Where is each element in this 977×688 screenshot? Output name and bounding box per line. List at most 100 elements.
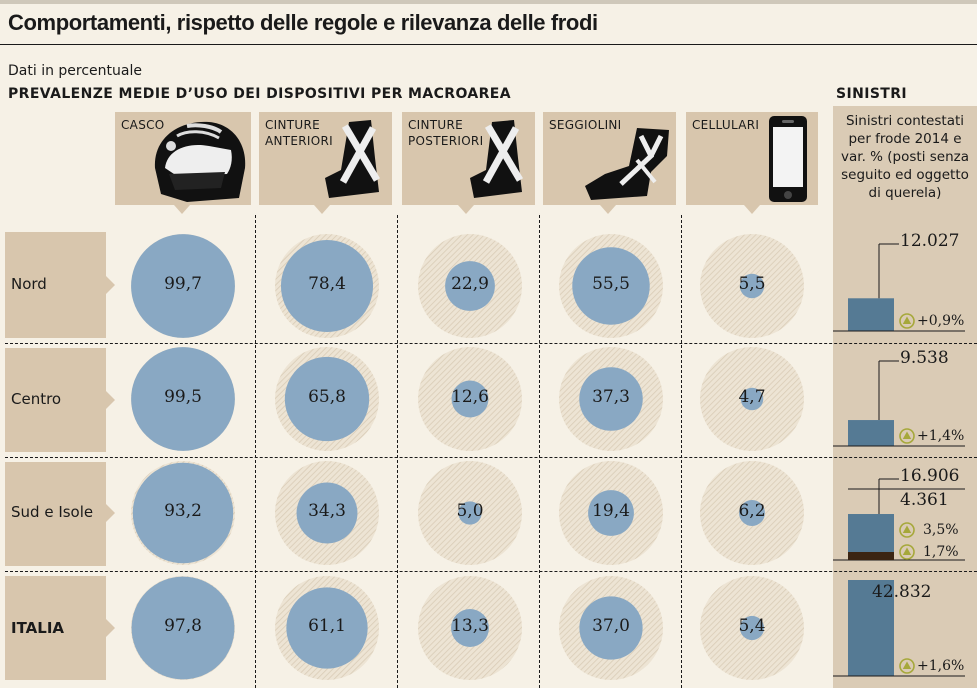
bubble-centro-3 (579, 367, 643, 431)
header-pointer (174, 205, 190, 214)
bubble-value-label: 65,8 (308, 387, 346, 407)
bubble-centro-4 (740, 387, 764, 411)
row-separator (5, 457, 977, 458)
caption-line: var. % (posti senza (841, 149, 969, 165)
column-label: SEGGIOLINI (549, 118, 622, 132)
column-separator (681, 215, 682, 688)
bubble-value-label: 78,4 (308, 274, 346, 294)
sinistri-value-label: 12.027 (900, 231, 960, 251)
helmet-icon (154, 121, 246, 202)
sinistri-bar-centro (848, 420, 894, 446)
bubble-value-label: 37,3 (592, 387, 630, 407)
bubble-value-label: 22,9 (451, 274, 489, 294)
header-pointer (314, 205, 330, 214)
bubble-centro-2 (451, 380, 489, 418)
row-pointer (106, 391, 115, 409)
bubble-italia-2 (451, 609, 489, 647)
sinistri-value-label: 42.832 (872, 582, 932, 602)
bubble-value-label: 5,5 (738, 274, 766, 294)
bubble-centro-1 (284, 356, 370, 442)
column-separator (539, 215, 540, 688)
bubble-value-label: 61,1 (308, 616, 346, 636)
column-separator (255, 215, 256, 688)
bubble-value-label: 99,7 (164, 274, 202, 294)
sinistri-heading: SINISTRI (836, 86, 908, 102)
caption-line: di querela) (868, 185, 942, 201)
bubble-italia-0 (131, 576, 235, 680)
sinistri-value-label: 9.538 (900, 348, 949, 368)
bubble-value-label: 34,3 (308, 501, 346, 521)
row-label-sud-isole: Sud e Isole (5, 462, 106, 566)
mobile-phone-icon (769, 116, 807, 202)
sinistri-value-label: 4.361 (900, 490, 949, 510)
bubble-value-label: 19,4 (592, 501, 630, 521)
increase-triangle-icon (899, 428, 915, 444)
row-pointer (106, 619, 115, 637)
bubble-value-label: 12,6 (451, 387, 489, 407)
bubble-value-label: 13,3 (451, 616, 489, 636)
title-rule (0, 44, 977, 45)
column-header-cinture-anteriori: CINTURE ANTERIORI (259, 112, 392, 205)
sinistri-bar-italia (848, 580, 894, 676)
row-pointer (106, 504, 115, 522)
bubble-sud-e-isole-3 (588, 490, 634, 536)
column-label: CELLULARI (692, 118, 760, 132)
header-pointer (458, 205, 474, 214)
bubble-value-label: 6,2 (738, 501, 766, 521)
subtitle: Dati in percentuale (8, 63, 142, 79)
row-pointer (106, 276, 115, 294)
sinistri-bar-chart (833, 243, 965, 677)
column-header-cellulari: CELLULARI (686, 112, 818, 205)
bubble-value-label: 5,0 (456, 501, 484, 521)
bubble-italia-1 (286, 587, 368, 669)
bubble-value-label: 4,7 (738, 387, 766, 407)
bubble-chart (131, 234, 804, 680)
bubble-value-label: 97,8 (164, 616, 202, 636)
sinistri-value-label: 16.906 (900, 466, 960, 486)
column-header-seggiolini: SEGGIOLINI (543, 112, 676, 205)
bubble-nord-4 (739, 273, 765, 299)
bubble-sud-e-isole-1 (296, 482, 358, 544)
bubble-value-label: 37,0 (592, 616, 630, 636)
caption-line: per frode 2014 e (848, 131, 962, 147)
bubble-sud-e-isole-0 (132, 462, 234, 564)
sinistri-var-label: +1,4% (917, 428, 965, 444)
caption-line: seguito ed oggetto (841, 167, 969, 183)
row-separator (5, 571, 977, 572)
sinistri-bar-querela (848, 552, 894, 560)
bubble-italia-3 (579, 596, 643, 660)
header-pointer (744, 205, 760, 214)
column-label: CINTURE POSTERIORI (408, 118, 484, 148)
bubble-nord-3 (572, 247, 650, 325)
child-seat-icon (585, 128, 669, 200)
column-header-casco: CASCO (115, 112, 251, 205)
increase-triangle-icon (899, 522, 915, 538)
column-label: CASCO (121, 118, 165, 132)
row-label-italia: ITALIA (5, 576, 106, 680)
increase-triangle-icon (899, 313, 915, 329)
bubble-value-label: 55,5 (592, 274, 630, 294)
bubble-sud-e-isole-2 (458, 501, 482, 525)
column-header-cinture-posteriori: CINTURE POSTERIORI (402, 112, 535, 205)
column-separator (397, 215, 398, 688)
sinistri-caption: Sinistri contestati per frode 2014 e var… (833, 112, 977, 202)
sinistri-var-label: +1,6% (917, 658, 965, 674)
sinistri-var-label: 3,5% (923, 522, 959, 538)
bubble-value-label: 93,2 (164, 501, 202, 521)
bubble-italia-4 (739, 615, 765, 641)
page-title: Comportamenti, rispetto delle regole e r… (8, 10, 598, 35)
bubble-value-label: 99,5 (164, 387, 202, 407)
row-label-centro: Centro (5, 348, 106, 452)
increase-triangle-icon (899, 658, 915, 674)
sinistri-var-label: 1,7% (923, 544, 959, 560)
bubble-value-label: 5,4 (738, 616, 766, 636)
bubble-nord-2 (445, 261, 495, 311)
rear-seatbelt-icon (470, 120, 524, 198)
row-label-nord: Nord (5, 232, 106, 338)
top-rule (0, 0, 977, 4)
bubble-sud-e-isole-4 (739, 500, 765, 526)
sinistri-var-label: +0,9% (917, 313, 965, 329)
caption-line: Sinistri contestati (845, 113, 965, 129)
sinistri-bar-nord (848, 298, 894, 331)
bubble-nord-0 (131, 234, 235, 338)
